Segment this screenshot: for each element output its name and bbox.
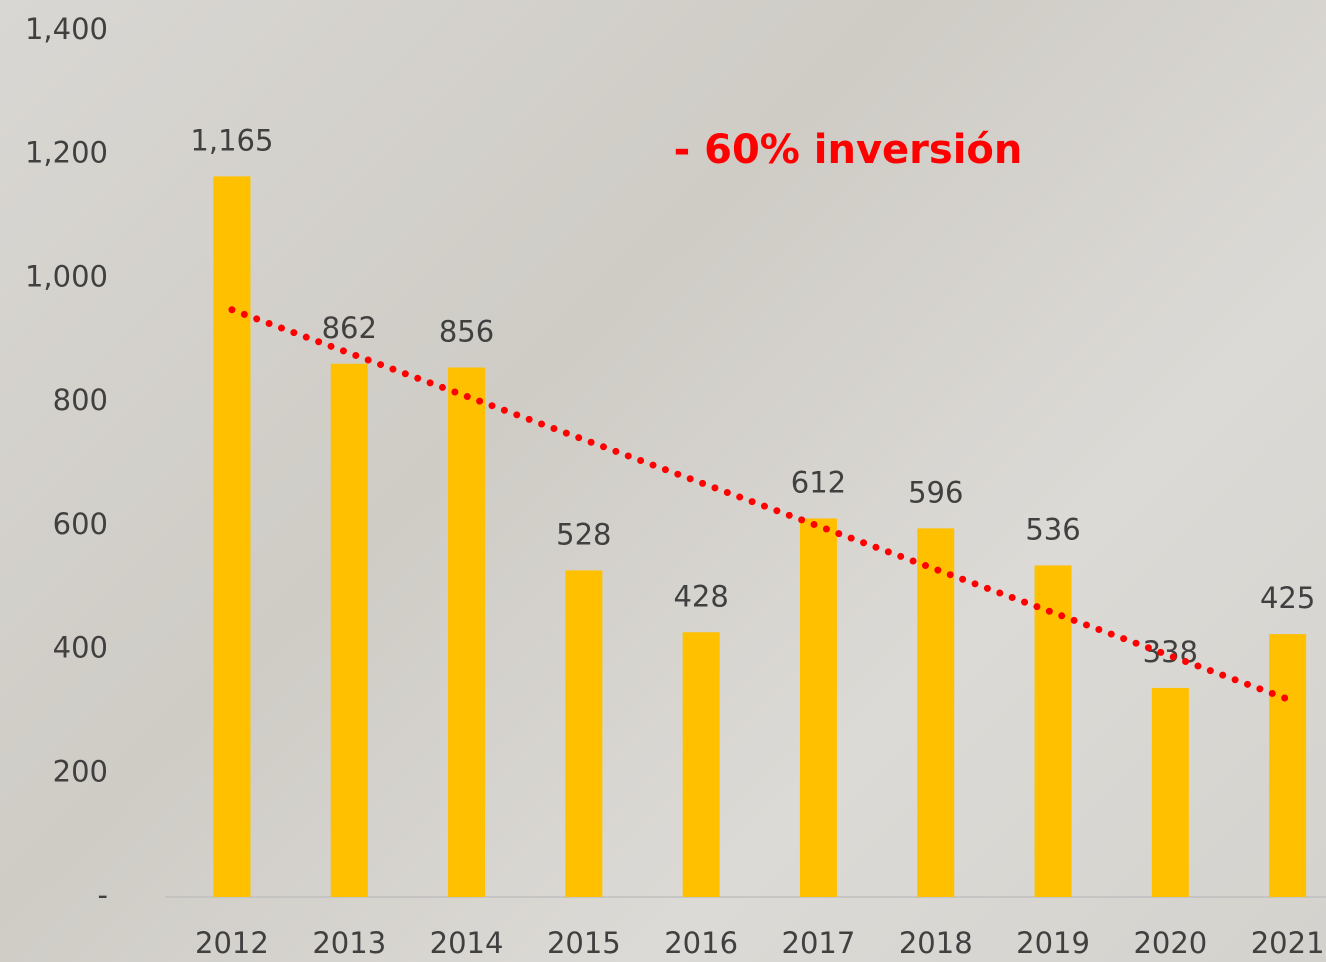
y-tick-label: 200: [53, 754, 108, 788]
y-tick-label: 600: [53, 507, 108, 541]
bar: [1152, 688, 1189, 897]
data-label: 596: [908, 475, 963, 509]
bar: [448, 368, 485, 897]
data-label: 612: [791, 465, 846, 499]
trendline: [232, 310, 1288, 699]
bar: [800, 518, 837, 897]
data-label: 425: [1260, 581, 1315, 615]
y-tick-label: -: [98, 878, 108, 912]
bar: [565, 570, 602, 897]
x-tick-label: 2018: [899, 926, 973, 960]
data-label: 856: [439, 315, 494, 349]
data-label: 338: [1143, 635, 1198, 669]
x-tick-label: 2017: [782, 926, 856, 960]
annotation: - 60% inversión: [674, 127, 1023, 173]
x-tick-label: 2013: [312, 926, 386, 960]
x-tick-label: 2021: [1251, 926, 1325, 960]
data-label: 428: [673, 579, 728, 613]
x-tick-label: 2020: [1133, 926, 1207, 960]
y-tick-label: 1,000: [25, 259, 108, 293]
y-tick-label: 400: [53, 631, 108, 665]
bar: [683, 632, 720, 897]
data-label: 528: [556, 517, 611, 551]
data-label: 862: [322, 311, 377, 345]
x-tick-label: 2012: [195, 926, 269, 960]
chart: - 60% inversión - 200 400 600 800 1,000 1,200 1…: [0, 0, 1326, 962]
data-label: 536: [1025, 512, 1080, 546]
y-tick-label: 1,200: [25, 136, 108, 170]
bar: [917, 528, 954, 897]
x-tick-label: 2014: [430, 926, 504, 960]
bar: [331, 364, 368, 897]
bar: [1269, 634, 1306, 897]
x-tick-label: 2016: [664, 926, 738, 960]
x-tick-label: 2019: [1016, 926, 1090, 960]
y-tick-label: 1,400: [25, 12, 108, 46]
bar: [1035, 565, 1072, 897]
bar: [213, 176, 250, 897]
page: - 60% inversión - 200 400 600 800 1,000 1,200 1…: [0, 0, 1326, 962]
y-tick-label: 800: [53, 383, 108, 417]
x-tick-label: 2015: [547, 926, 621, 960]
data-label: 1,165: [190, 123, 273, 157]
